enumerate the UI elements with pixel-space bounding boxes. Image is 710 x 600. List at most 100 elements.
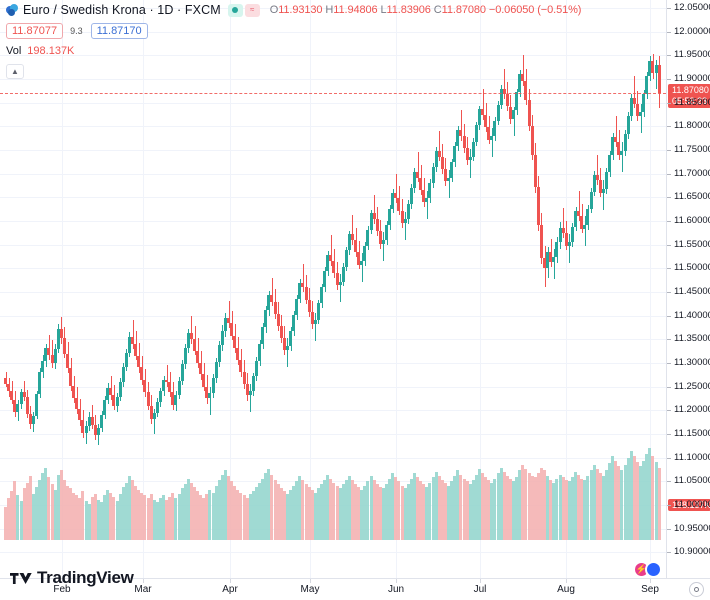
candle-body (447, 177, 451, 182)
bid-price-badge[interactable]: 11.87077 (6, 23, 64, 39)
candle-body (577, 210, 581, 217)
volume-bar (220, 474, 224, 540)
candle-body (177, 381, 181, 396)
candle-body (635, 103, 639, 116)
candle-body (264, 310, 268, 328)
volume-bar (490, 482, 494, 540)
volume-bar (124, 482, 128, 540)
volume-bar (13, 481, 17, 540)
chevron-up-icon[interactable]: ▲ (6, 64, 24, 79)
volume-bar (162, 495, 166, 540)
volume-bar (372, 480, 376, 540)
candle-body (574, 210, 578, 227)
chart-plot-area[interactable] (0, 0, 666, 578)
gridline-horizontal (0, 102, 666, 104)
volume-bar (366, 481, 370, 540)
volume-bar (217, 480, 221, 540)
candle-body (341, 266, 345, 282)
compare-icon[interactable]: ≈ (244, 3, 260, 17)
candle-body (645, 76, 649, 95)
symbol-title[interactable]: Euro / Swedish Krona · 1D · FXCM (23, 3, 221, 17)
volume-bar (474, 474, 478, 540)
watermark-text: TradingView (37, 568, 134, 587)
candle-body (549, 252, 553, 262)
candle-body (270, 294, 274, 302)
candle-wick (483, 89, 484, 120)
candle-body (490, 135, 494, 140)
footer-badges[interactable]: ⚡ (633, 561, 662, 578)
legend-toggles[interactable]: ≈ (227, 3, 260, 17)
volume-bar (654, 461, 658, 540)
candle-body (629, 97, 633, 116)
candle-body (313, 319, 317, 325)
volume-bar (440, 480, 444, 540)
chart-gridlines (0, 0, 666, 578)
candle-body (62, 338, 66, 354)
ohlc-open-value: 11.93130 (278, 4, 323, 16)
candle-body (193, 339, 196, 351)
volume-bar (152, 499, 156, 540)
candle-body (326, 255, 330, 272)
candle-body (477, 109, 481, 126)
gridline-horizontal (0, 315, 666, 317)
volume-bar (233, 485, 237, 540)
volume-bar (499, 467, 503, 540)
candle-body (332, 260, 336, 274)
volume-bar (381, 488, 385, 540)
ohlc-change: −0.06050 (−0.51%) (488, 4, 582, 16)
volume-bar (354, 484, 358, 540)
realtime-dot-icon[interactable] (645, 561, 662, 578)
candle-body (121, 366, 125, 382)
candle-body (134, 344, 138, 356)
volume-bar (555, 478, 559, 540)
gridline-horizontal (0, 552, 666, 554)
time-tick-mark (480, 579, 481, 583)
volume-bar (158, 498, 162, 540)
volume-bar (502, 471, 506, 540)
volume-bar (635, 461, 639, 540)
ask-price-badge[interactable]: 11.87170 (90, 23, 148, 39)
candle-body (406, 204, 410, 220)
bar-countdown: 05:58:23 (672, 95, 708, 106)
candle-body (416, 171, 420, 178)
crosshair-target-icon[interactable] (689, 582, 704, 597)
candle-body (626, 115, 630, 134)
volume-bar (648, 448, 652, 540)
volume-bar (87, 503, 91, 540)
volume-bar (375, 484, 379, 540)
volume-bar (320, 484, 323, 540)
volume-bar (72, 492, 76, 540)
candle-body (468, 156, 472, 161)
current-price-label: 11.87080 05:58:23 (668, 83, 710, 108)
volume-bar (552, 482, 556, 540)
candle-body (7, 383, 11, 392)
candle-wick (49, 334, 50, 361)
legend-title-row: Euro / Swedish Krona · 1D · FXCM ≈ O11.9… (6, 2, 666, 18)
volume-bar (422, 484, 426, 540)
candle-body (239, 360, 243, 372)
price-axis[interactable]: 11.87080 05:58:23 198.137K 12.05000 12.00… (666, 0, 710, 578)
volume-bar (496, 473, 500, 540)
volume-bar (31, 494, 35, 540)
candle-body (186, 332, 190, 348)
candle-body (611, 136, 615, 155)
volume-bar (254, 487, 258, 540)
candle-body (434, 151, 438, 168)
candle-body (35, 394, 39, 417)
gridline-horizontal (0, 386, 666, 388)
time-axis[interactable]: Feb Mar Apr May Jun Jul Aug Sep (0, 578, 710, 600)
series-dot-icon[interactable] (227, 3, 243, 17)
volume-bar (561, 477, 565, 540)
gridline-horizontal (0, 363, 666, 365)
candle-wick (154, 408, 155, 435)
volume-bar (617, 466, 621, 540)
candle-body (285, 346, 289, 350)
volume-bar (416, 477, 420, 540)
candle-wick (616, 115, 617, 148)
volume-bar (629, 450, 633, 540)
volume-bar (391, 473, 395, 540)
volume-bar (425, 487, 429, 540)
candle-body (242, 371, 246, 384)
candle-body (555, 241, 559, 258)
volume-bar (289, 489, 293, 540)
